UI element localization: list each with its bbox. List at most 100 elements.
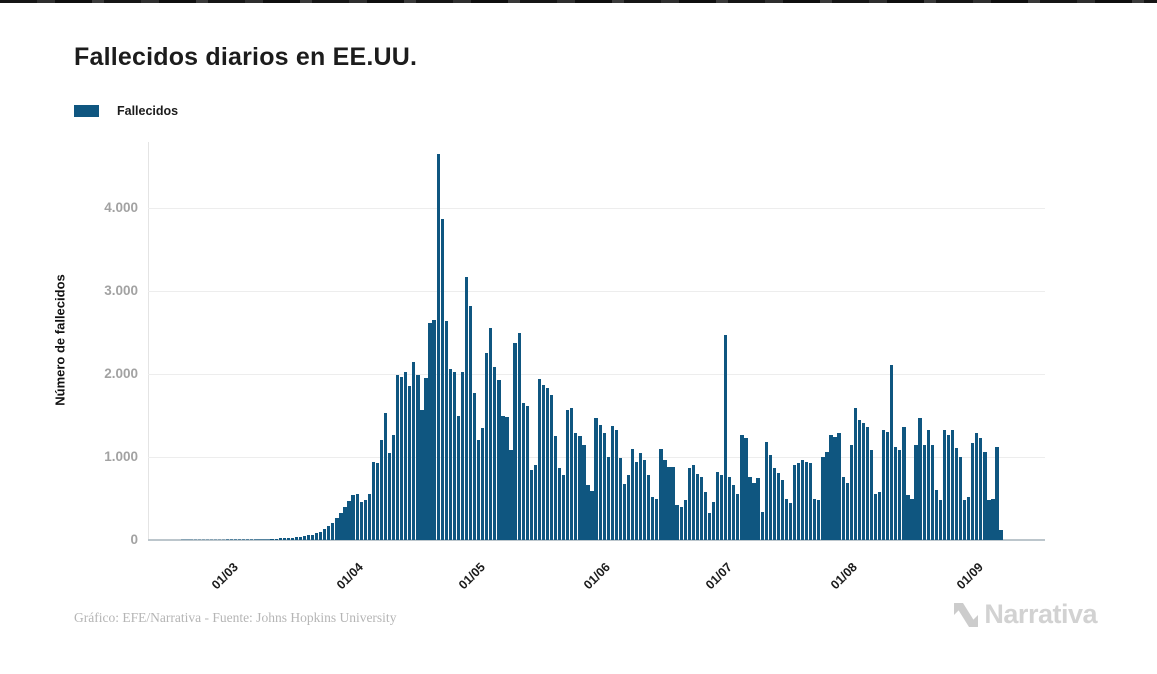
bar [882,430,886,540]
bar [229,539,234,540]
bar [683,500,687,540]
bar [416,374,420,540]
bar [254,539,258,540]
bar [529,470,533,540]
bar [821,456,825,540]
bar [801,459,805,540]
bar [914,444,918,540]
bar [525,406,529,540]
bar [626,475,631,540]
bar [720,475,724,540]
bar [963,500,967,540]
bar [833,436,837,540]
bar [242,539,246,540]
bar [586,484,590,540]
bar [290,537,294,540]
bar [606,457,610,540]
bar [396,374,400,540]
bar [468,305,473,540]
bar [971,443,975,540]
bar [910,498,914,540]
bar [845,483,849,540]
bar [869,449,874,540]
bar [837,433,841,540]
bar [383,413,388,540]
bar [942,430,947,540]
bar [189,539,193,540]
bar [420,410,424,540]
y-tick-label: 0 [130,532,138,547]
bar [294,537,299,540]
bar [578,436,582,540]
bar [906,495,910,540]
attribution: Gráfico: EFE/Narrativa - Fuente: Johns H… [74,610,397,625]
bar [464,276,469,540]
bar [327,526,331,540]
bar [675,505,679,540]
bar [991,498,995,540]
bar [946,435,951,540]
bar [234,539,238,540]
bar [687,468,691,540]
bar [436,154,440,540]
bar [306,535,311,540]
bar [643,459,647,540]
bar [562,474,566,540]
bar [918,418,922,540]
bar [193,539,197,540]
legend: Fallecidos [74,104,178,118]
bar [221,539,226,540]
bar [213,539,218,540]
bar [197,539,201,540]
bar [266,538,270,540]
bar [618,458,623,540]
bar [857,420,861,540]
gridline [148,374,1045,375]
bar [489,328,493,540]
bar [250,539,254,540]
bar [472,393,477,540]
bar [282,537,286,540]
bar [367,493,371,540]
bar [517,333,521,540]
bar [181,539,185,540]
bar [703,491,708,540]
bar [902,426,906,540]
bar [890,364,894,540]
bar [537,378,542,540]
bar [335,518,339,540]
x-tick-label: 01/04 [334,560,367,593]
bar [553,436,558,540]
narrativa-logo: Narrativa [953,599,1097,630]
bar [359,501,363,540]
bar [387,453,392,540]
bar [505,417,509,540]
bar [440,218,444,540]
bar [813,498,817,540]
bar [521,403,525,540]
bar [424,378,428,540]
bar [772,468,776,540]
bar [610,426,614,540]
bar [630,448,635,540]
bar [270,538,274,540]
top-edge-artifact [0,0,1157,3]
bar [339,512,343,540]
bar [938,500,942,540]
bar [748,476,752,540]
bar [481,427,485,540]
bar [756,478,760,540]
bar [404,371,408,540]
bar [452,372,456,540]
bar [428,323,432,540]
bar [513,343,517,540]
bar [760,511,764,540]
bar [238,539,242,540]
bar [950,430,955,540]
x-tick-label: 01/08 [828,560,861,593]
bar [432,320,436,540]
bar [570,408,574,540]
bar [934,490,938,540]
bar [363,500,367,540]
bar [873,493,878,540]
